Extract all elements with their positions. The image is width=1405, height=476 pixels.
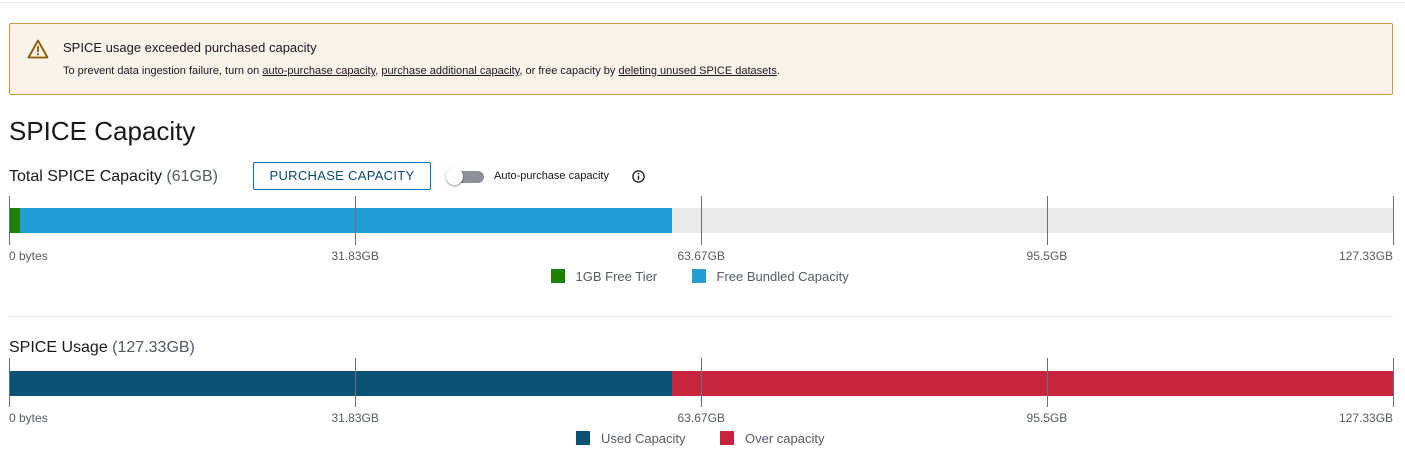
tick-label: 63.67GB (677, 249, 725, 263)
alert-text: , or free capacity by (519, 65, 619, 77)
section-divider (9, 316, 1393, 317)
top-divider (0, 0, 1405, 3)
alert-text: . (776, 65, 780, 77)
tick-label: 63.67GB (677, 411, 725, 425)
warning-icon (27, 39, 49, 59)
legend-label: Free Bundled Capacity (716, 269, 849, 284)
tick-label: 127.33GB (1339, 249, 1394, 263)
legend-item-free-bundled-capacity: Free Bundled Capacity (691, 269, 849, 285)
legend-swatch (691, 269, 706, 283)
legend-label: 1GB Free Tier (575, 269, 658, 284)
page-title: SPICE Capacity (9, 116, 196, 146)
total-capacity-heading: Total SPICE Capacity (61GB) (9, 168, 218, 186)
gridline (1047, 358, 1048, 407)
gridline (701, 358, 702, 407)
auto-purchase-label: Auto-purchase capacity (494, 170, 609, 182)
tick-label: 95.5GB (1026, 411, 1068, 425)
spice-usage-heading: SPICE Usage (127.33GB) (9, 339, 195, 357)
legend-swatch (576, 431, 590, 445)
spice-usage-label: SPICE Usage (9, 339, 108, 356)
legend-item-1gb-free-tier: 1GB Free Tier (550, 269, 658, 285)
gridline (701, 196, 702, 245)
auto-purchase-capacity-link[interactable]: auto-purchase capacity (262, 65, 376, 77)
legend-item-over-capacity: Over capacity (720, 431, 824, 447)
bar-segment-over-capacity (672, 371, 1393, 396)
purchase-capacity-button[interactable]: PURCHASE CAPACITY (253, 162, 431, 190)
tick-label: 95.5GB (1026, 249, 1068, 263)
toggle-knob (446, 168, 463, 185)
gridline (355, 358, 356, 407)
tick-label: 31.83GB (331, 249, 379, 263)
total-capacity-label: Total SPICE Capacity (9, 168, 162, 185)
gridline (9, 196, 10, 245)
capacity-warning-alert: SPICE usage exceeded purchased capacity … (9, 23, 1393, 95)
auto-purchase-toggle[interactable] (446, 168, 484, 185)
alert-title: SPICE usage exceeded purchased capacity (63, 40, 317, 55)
bar-segment-1gb-free-tier (9, 208, 20, 233)
legend-item-used-capacity: Used Capacity (576, 431, 686, 447)
tick-label: 0 bytes (9, 411, 48, 425)
tick-label: 127.33GB (1339, 411, 1394, 425)
tick-label: 31.83GB (331, 411, 379, 425)
legend-label: Over capacity (745, 431, 825, 446)
tick-label: 0 bytes (9, 249, 48, 263)
total-capacity-value: (61GB) (166, 168, 218, 185)
legend-swatch (550, 269, 565, 283)
gridline (1047, 196, 1048, 245)
alert-message: To prevent data ingestion failure, turn … (63, 65, 780, 77)
info-icon[interactable] (632, 170, 645, 183)
bar-segment-used-capacity (9, 371, 673, 396)
alert-text: , (375, 65, 382, 77)
delete-unused-datasets-link[interactable]: deleting unused SPICE datasets (618, 65, 777, 77)
gridline (1393, 358, 1394, 407)
purchase-additional-capacity-link[interactable]: purchase additional capacity (381, 65, 520, 77)
legend-swatch (720, 431, 734, 445)
alert-text: To prevent data ingestion failure, turn … (63, 65, 263, 77)
bar-segment-free-bundled-capacity (19, 208, 673, 233)
spice-usage-value: (127.33GB) (112, 339, 195, 356)
gridline (1393, 196, 1394, 245)
legend-label: Used Capacity (601, 431, 686, 446)
gridline (9, 358, 10, 407)
gridline (355, 196, 356, 245)
